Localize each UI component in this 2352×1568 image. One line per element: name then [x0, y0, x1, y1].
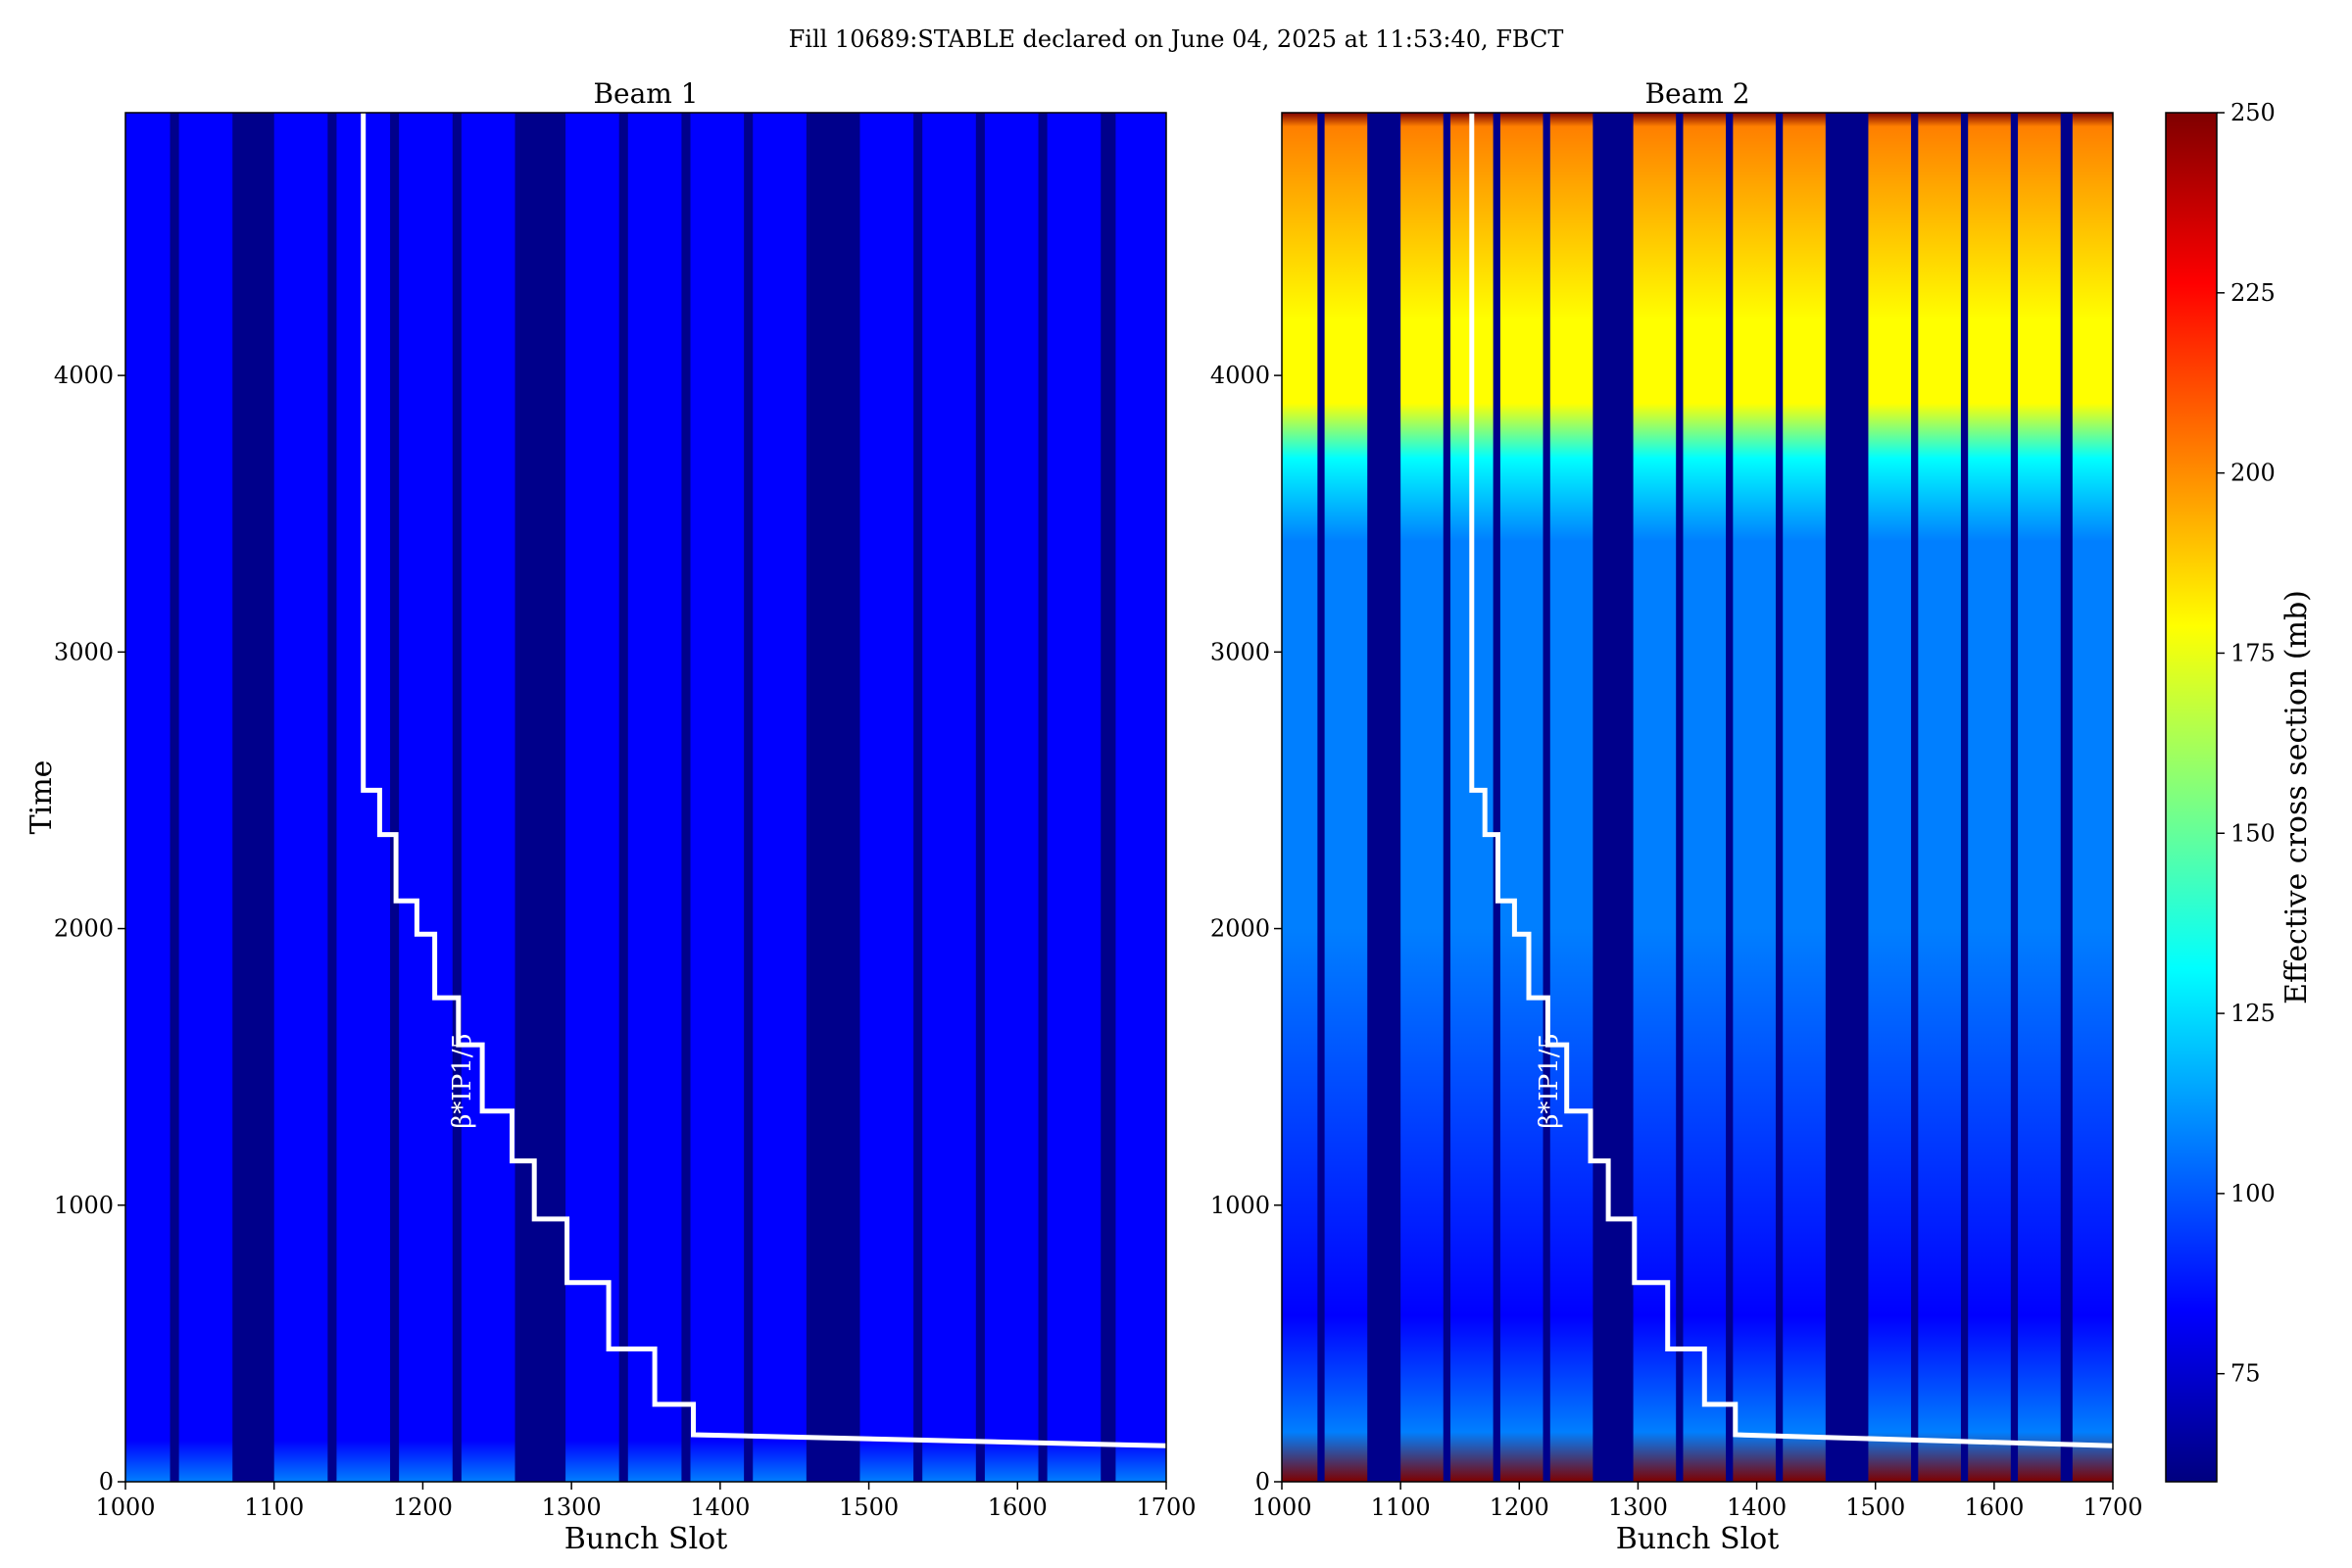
y-axis-label: Time: [24, 760, 59, 835]
y-tick-label: 2000: [1210, 915, 1270, 943]
bunch-train-band: [1324, 113, 1368, 1482]
bunch-train-band: [1918, 113, 1961, 1482]
bunch-train-band: [565, 113, 619, 1482]
x-tick-label: 1300: [542, 1494, 602, 1521]
bunch-train-band: [178, 113, 233, 1482]
bunch-train-band: [399, 113, 453, 1482]
colorbar-tick-label: 175: [2230, 639, 2276, 666]
bunch-train-band: [2072, 113, 2113, 1482]
bunch-train-band: [753, 113, 807, 1482]
figure-title: Fill 10689:STABLE declared on June 04, 2…: [789, 25, 1564, 53]
bunch-train-band: [1733, 113, 1776, 1482]
x-tick-label: 1000: [95, 1494, 155, 1521]
x-tick-label: 1400: [690, 1494, 750, 1521]
x-tick-label: 1200: [1490, 1494, 1549, 1521]
x-tick-label: 1500: [839, 1494, 899, 1521]
beta-star-line: [361, 113, 1167, 1448]
colorbar-tick-label: 150: [2230, 819, 2276, 847]
x-axis-label: Bunch Slot: [1616, 1522, 1780, 1556]
bunch-train-band: [125, 113, 171, 1482]
x-tick-label: 1600: [1964, 1494, 2024, 1521]
beta-star-label: β*IP1/5: [1535, 1033, 1564, 1129]
colorbar-tick-label: 75: [2230, 1360, 2261, 1388]
beta-star-label: β*IP1/5: [448, 1033, 477, 1129]
x-tick-label: 1600: [988, 1494, 1048, 1521]
x-tick-label: 1100: [1371, 1494, 1431, 1521]
x-tick-label: 1000: [1251, 1494, 1311, 1521]
y-tick-label: 3000: [54, 638, 114, 665]
panel-title: Beam 2: [1644, 77, 1749, 110]
bunch-train-band: [1968, 113, 2011, 1482]
colorbar-tick-label: 225: [2230, 279, 2276, 307]
colorbar: 75 100 125 150 175 200 225 250 Effective cross s…: [2165, 99, 2314, 1483]
bunch-train-band: [1047, 113, 1102, 1482]
y-tick-label: 0: [1255, 1468, 1270, 1495]
y-tick-label: 3000: [1210, 638, 1270, 665]
y-tick-label: 1000: [1210, 1192, 1270, 1219]
x-tick-label: 1700: [2082, 1494, 2142, 1521]
beta-star-line: [1469, 113, 2114, 1448]
bunch-train-band: [859, 113, 914, 1482]
axes-frame: [1281, 112, 2114, 1483]
x-tick-label: 1500: [1845, 1494, 1905, 1521]
colorbar-gradient: [2165, 112, 2218, 1483]
axes-frame: [124, 112, 1167, 1483]
bunch-train-band: [627, 113, 682, 1482]
bunch-train-band: [2018, 113, 2061, 1482]
bunch-train-band: [984, 113, 1039, 1482]
y-tick-label: 1000: [54, 1192, 114, 1219]
x-tick-label: 1700: [1136, 1494, 1196, 1521]
bunch-train-band: [1783, 113, 1826, 1482]
beam2-heatmap: β*IP1/5 1000 1100 1200 1300 1400 1500 1600 1700 0…: [1210, 77, 2143, 1556]
x-tick-label: 1400: [1727, 1494, 1787, 1521]
bunch-train-band: [922, 113, 976, 1482]
bunch-train-band: [1683, 113, 1727, 1482]
bunch-train-band: [1400, 113, 1444, 1482]
colorbar-tick-label: 200: [2230, 460, 2276, 487]
bunch-train-band: [1115, 113, 1166, 1482]
x-tick-label: 1200: [393, 1494, 453, 1521]
y-tick-label: 0: [99, 1468, 114, 1495]
y-tick-label: 4000: [1210, 362, 1270, 389]
x-tick-label: 1300: [1608, 1494, 1668, 1521]
x-axis-label: Bunch Slot: [564, 1522, 728, 1556]
bunch-train-band: [1549, 113, 1593, 1482]
bunch-train-band: [1868, 113, 1912, 1482]
bunch-train-band: [690, 113, 745, 1482]
bunch-train-band: [461, 113, 515, 1482]
y-tick-label: 2000: [54, 915, 114, 943]
bunch-train-band: [1282, 113, 1318, 1482]
colorbar-label: Effective cross section (mb): [2279, 590, 2314, 1004]
x-tick-label: 1100: [244, 1494, 304, 1521]
y-tick-label: 4000: [54, 362, 114, 389]
colorbar-tick-label: 100: [2230, 1180, 2276, 1207]
bunch-train-band: [273, 113, 328, 1482]
colorbar-tick-label: 125: [2230, 1000, 2276, 1027]
bunch-train-band: [1633, 113, 1677, 1482]
colorbar-tick-label: 250: [2230, 99, 2276, 126]
panel-title: Beam 1: [593, 77, 698, 110]
beam1-heatmap: β*IP1/5 1000 1100 1200 1300 1400 1500 1600 1700 0…: [24, 77, 1197, 1556]
bunch-train-band: [1499, 113, 1544, 1482]
